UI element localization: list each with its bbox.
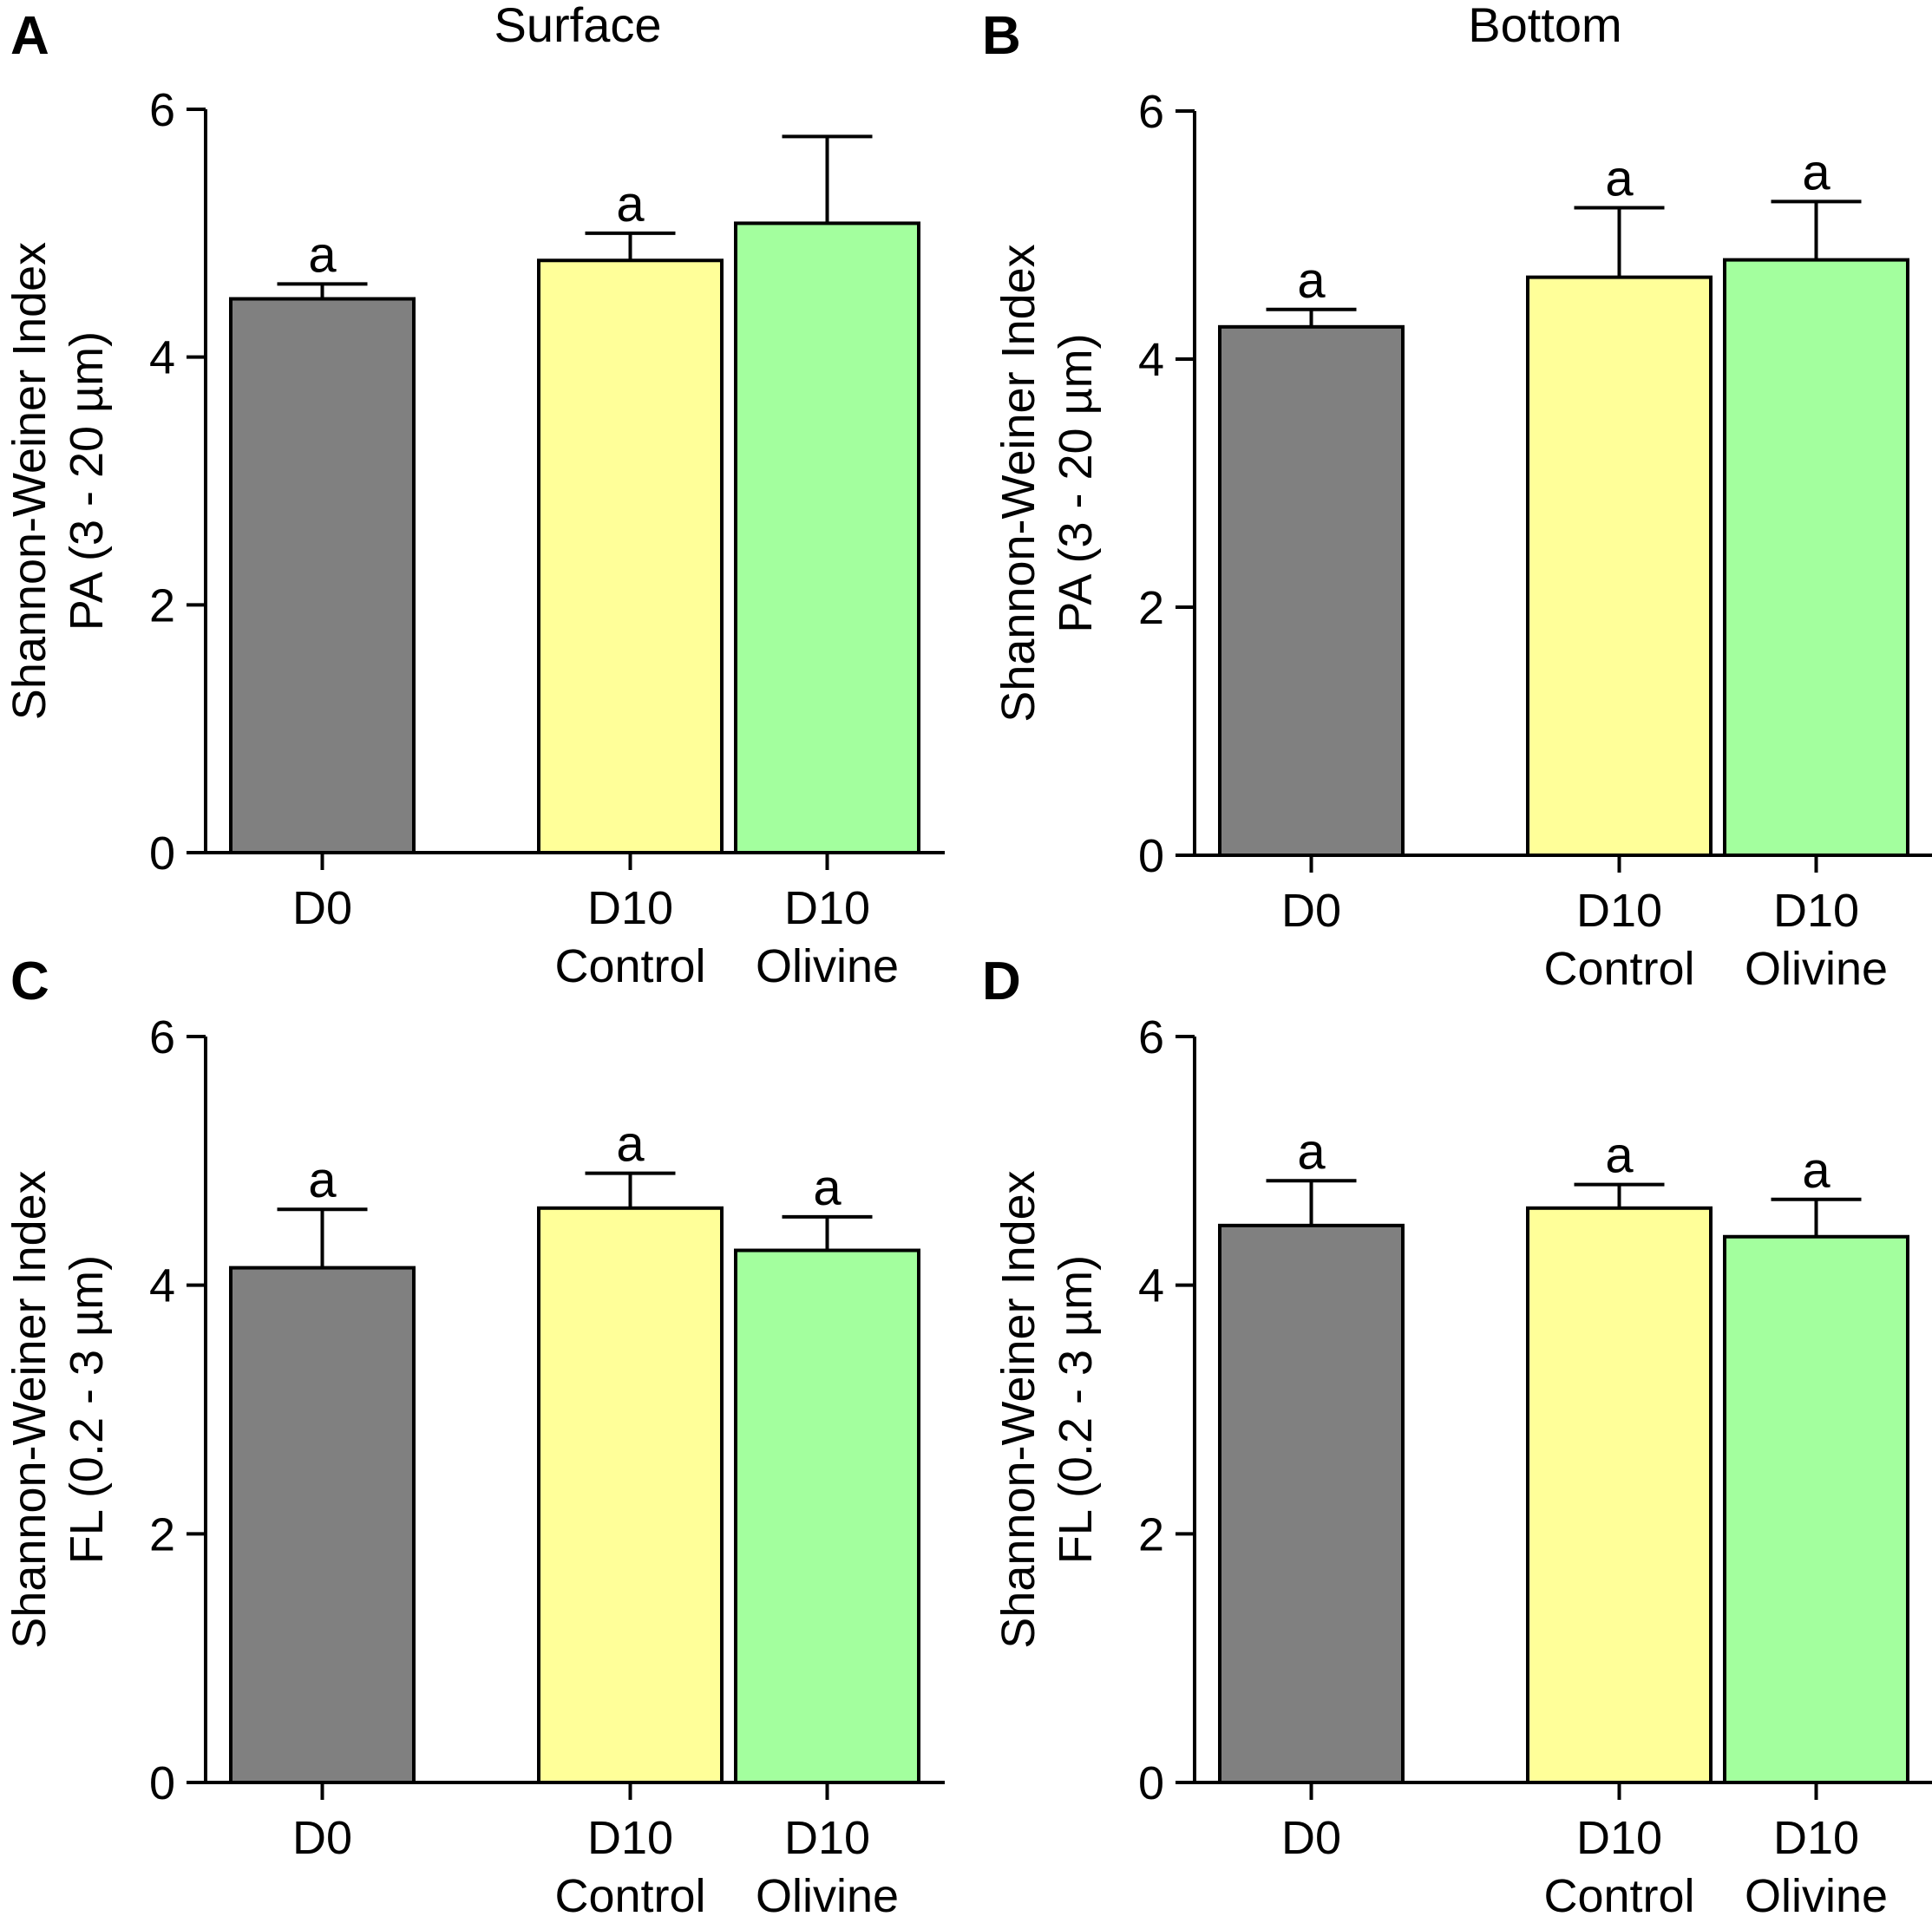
x-tick-label: D0 [1281, 885, 1341, 937]
x-tick-label-line: Control [1543, 943, 1694, 995]
column-title-surface: Surface [494, 0, 662, 52]
x-tick-label: D10 Control [554, 882, 705, 992]
x-tick-label-line: D10 [784, 1812, 870, 1864]
y-tick-label: 0 [1138, 1757, 1164, 1809]
x-tick-label: D10 Control [1543, 1812, 1694, 1922]
chart-panel-c: C Shannon-Weiner Index FL (0.2 - 3 µm) 0 2 4 6… [3, 952, 945, 1922]
x-tick-label-line: D10 [1576, 1812, 1662, 1864]
x-tick-label-line: Olivine [1745, 1870, 1888, 1922]
significance-label: a [813, 1160, 842, 1216]
y-axis-label-line: PA (3 - 20 µm) [61, 331, 113, 631]
y-axis-label-line: PA (3 - 20 µm) [1050, 333, 1102, 632]
significance-label: a [1802, 144, 1830, 200]
y-axis-label: Shannon-Weiner Index FL (0.2 - 3 µm) [992, 1170, 1102, 1648]
y-axis-label-line: Shannon-Weiner Index [3, 1170, 56, 1648]
chart-panel-b: B Shannon-Weiner Index PA (3 - 20 µm) 0 2 4 6 a… [982, 6, 1932, 995]
y-tick-label: 6 [149, 1011, 175, 1063]
x-tick-label-line: Control [554, 1870, 705, 1922]
y-tick-label: 6 [149, 84, 175, 136]
x-tick-label: D10 Olivine [1745, 1812, 1888, 1922]
y-axis-label-line: Shannon-Weiner Index [3, 242, 56, 720]
y-axis-label: Shannon-Weiner Index PA (3 - 20 µm) [3, 242, 113, 720]
y-axis-label-line: FL (0.2 - 3 µm) [1050, 1255, 1102, 1564]
y-axis-label: Shannon-Weiner Index PA (3 - 20 µm) [992, 244, 1102, 722]
y-tick-label: 2 [149, 1508, 175, 1560]
panel-letter: D [982, 952, 1021, 1011]
significance-label: a [616, 176, 645, 232]
bar-d0 [229, 1266, 416, 1784]
y-tick-label: 2 [1138, 1508, 1164, 1560]
x-tick-label-line: D0 [292, 882, 352, 934]
x-tick-label-line: Control [1543, 1870, 1694, 1922]
bar-d10-olivine [734, 1248, 920, 1784]
column-title-bottom: Bottom [1468, 0, 1621, 52]
bar-d10-control [1526, 275, 1713, 857]
x-tick-label: D10 Control [554, 1812, 705, 1922]
x-tick-label: D10 Olivine [756, 1812, 899, 1922]
x-tick-label-line: Olivine [756, 1870, 899, 1922]
bar-d10-olivine [1723, 1234, 1909, 1785]
x-tick-label-line: D10 [587, 1812, 673, 1864]
significance-label: a [1605, 151, 1634, 207]
x-tick-label-line: D10 [587, 882, 673, 934]
bar-d0 [229, 297, 416, 855]
y-tick-label: 4 [149, 1260, 175, 1312]
y-tick-label: 2 [149, 579, 175, 631]
y-tick-label: 0 [149, 1757, 175, 1809]
panel-letter: B [982, 6, 1021, 66]
x-tick-label-line: D0 [1281, 885, 1341, 937]
y-tick-label: 0 [1138, 830, 1164, 882]
y-axis-label: Shannon-Weiner Index FL (0.2 - 3 µm) [3, 1170, 113, 1648]
y-tick-label: 4 [1138, 1260, 1164, 1312]
bar-d10-olivine [734, 221, 920, 854]
bar-d10-control [1526, 1206, 1713, 1785]
y-tick-label: 6 [1138, 86, 1164, 138]
x-tick-label-line: D0 [292, 1812, 352, 1864]
chart-panel-d: D Shannon-Weiner Index FL (0.2 - 3 µm) 0 2 4 6… [982, 952, 1932, 1922]
x-tick-label: D0 [292, 1812, 352, 1864]
panel-letter: A [10, 6, 49, 66]
x-tick-label-line: Control [554, 940, 705, 992]
y-tick-label: 0 [149, 827, 175, 880]
x-tick-label-line: D10 [1773, 885, 1859, 937]
bar-d10-olivine [1723, 258, 1909, 858]
x-tick-label: D0 [1281, 1812, 1341, 1864]
y-tick-label: 4 [1138, 334, 1164, 386]
x-tick-label-line: Olivine [1745, 943, 1888, 995]
significance-label: a [1297, 252, 1326, 309]
panel-letter: C [10, 952, 49, 1011]
bar-d0 [1218, 324, 1405, 857]
y-axis-label-line: FL (0.2 - 3 µm) [61, 1255, 113, 1564]
bar-d0 [1218, 1223, 1405, 1785]
x-tick-label: D10 Control [1543, 885, 1694, 995]
y-tick-label: 6 [1138, 1011, 1164, 1063]
y-tick-label: 4 [149, 332, 175, 384]
significance-label: a [308, 1152, 337, 1208]
x-tick-label-line: D10 [1773, 1812, 1859, 1864]
x-tick-label: D0 [292, 882, 352, 934]
x-tick-label: D10 Olivine [1745, 885, 1888, 995]
chart-panel-a: A Shannon-Weiner Index PA (3 - 20 µm) 0 2 4 6 a… [3, 6, 945, 992]
significance-label: a [1802, 1142, 1830, 1199]
bar-d10-control [537, 1206, 724, 1785]
significance-label: a [1605, 1128, 1634, 1184]
significance-label: a [616, 1116, 645, 1173]
y-axis-label-line: Shannon-Weiner Index [992, 1170, 1045, 1648]
x-tick-label: D10 Olivine [756, 882, 899, 992]
x-tick-label-line: D0 [1281, 1812, 1341, 1864]
y-axis-label-line: Shannon-Weiner Index [992, 244, 1045, 722]
significance-label: a [1297, 1123, 1326, 1180]
x-tick-label-line: D10 [784, 882, 870, 934]
y-tick-label: 2 [1138, 582, 1164, 634]
x-tick-label-line: Olivine [756, 940, 899, 992]
x-tick-label-line: D10 [1576, 885, 1662, 937]
significance-label: a [308, 226, 337, 283]
bar-d10-control [537, 258, 724, 854]
